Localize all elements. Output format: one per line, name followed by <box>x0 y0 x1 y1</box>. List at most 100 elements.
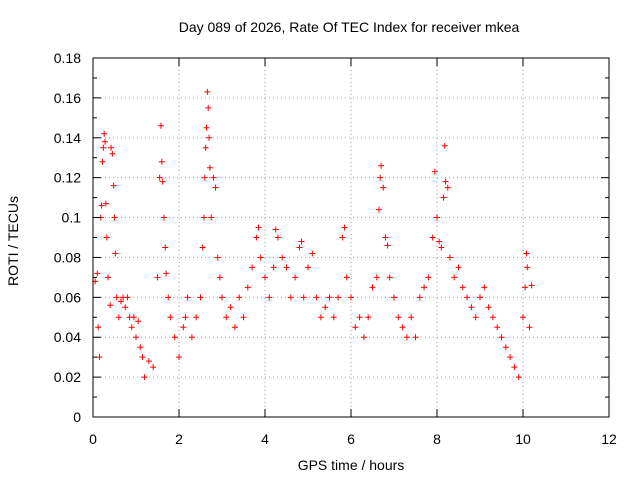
data-point <box>165 294 172 301</box>
data-point <box>128 324 135 331</box>
data-point <box>180 324 187 331</box>
data-point <box>507 354 514 361</box>
chart-title: Day 089 of 2026, Rate Of TEC Index for r… <box>179 19 520 35</box>
data-point <box>249 264 256 271</box>
data-point <box>244 284 251 291</box>
y-tick-label: 0.1 <box>62 210 82 226</box>
data-point <box>459 284 466 291</box>
y-tick-label: 0.18 <box>54 50 81 66</box>
data-point <box>205 104 212 111</box>
data-point <box>438 244 445 251</box>
data-point <box>98 202 105 209</box>
data-point <box>511 364 518 371</box>
data-point <box>395 314 402 321</box>
data-point <box>96 354 103 361</box>
data-point <box>365 314 372 321</box>
data-point <box>208 214 215 221</box>
data-point <box>305 264 311 271</box>
data-point <box>184 294 191 301</box>
data-point <box>159 178 166 185</box>
data-point <box>216 274 223 281</box>
x-tick-label: 6 <box>347 431 355 447</box>
data-point <box>240 314 247 321</box>
data-point <box>335 294 342 301</box>
data-point <box>489 314 496 321</box>
data-point <box>343 274 350 281</box>
data-point <box>193 314 200 321</box>
data-point <box>446 254 453 261</box>
data-point <box>262 274 268 281</box>
y-tick-label: 0.14 <box>54 130 81 146</box>
data-point <box>451 274 458 281</box>
data-point <box>436 238 443 245</box>
x-axis-label: GPS time / hours <box>298 457 405 473</box>
data-point <box>309 250 316 257</box>
data-point <box>441 142 448 149</box>
data-point <box>412 334 419 341</box>
data-point <box>403 334 410 341</box>
data-point <box>502 344 509 351</box>
data-point <box>292 274 299 281</box>
data-point <box>522 284 529 291</box>
data-point <box>124 294 131 301</box>
data-point <box>214 254 221 261</box>
data-point <box>375 206 382 213</box>
data-point <box>171 334 178 341</box>
data-point <box>408 314 415 321</box>
data-point <box>188 334 195 341</box>
data-point <box>431 168 438 175</box>
data-point <box>99 158 106 165</box>
data-point <box>158 158 165 165</box>
x-tick-label: 0 <box>89 431 97 447</box>
data-point <box>162 244 169 251</box>
x-tick-label: 8 <box>433 431 441 447</box>
data-point <box>111 214 118 221</box>
data-point <box>322 304 329 311</box>
data-point <box>206 134 213 141</box>
data-point <box>107 302 114 309</box>
data-point <box>283 264 290 271</box>
data-point <box>352 324 359 331</box>
data-point <box>202 144 209 151</box>
data-point <box>117 298 124 305</box>
data-point <box>102 200 109 207</box>
data-point <box>236 294 243 301</box>
data-point <box>105 274 112 281</box>
data-point <box>279 254 286 261</box>
data-point <box>526 324 533 331</box>
data-point <box>206 164 213 171</box>
data-point <box>455 264 462 271</box>
data-point <box>429 234 436 241</box>
data-point <box>444 184 451 191</box>
data-point <box>520 314 526 321</box>
data-point <box>272 226 279 233</box>
data-point <box>102 138 109 145</box>
data-point <box>485 304 492 311</box>
data-point <box>464 294 471 301</box>
data-point <box>197 294 204 301</box>
data-point <box>382 234 389 241</box>
data-point <box>326 294 333 301</box>
data-point <box>523 250 530 257</box>
y-tick-label: 0.08 <box>54 249 81 265</box>
data-point <box>442 178 449 185</box>
data-point <box>182 314 189 321</box>
y-tick-label: 0.06 <box>54 289 81 305</box>
data-point <box>494 324 501 331</box>
data-point <box>348 294 354 301</box>
data-point <box>157 122 164 129</box>
data-point <box>287 294 294 301</box>
y-axis-label: ROTI / TECUs <box>5 196 21 286</box>
data-point <box>356 314 363 321</box>
tick-labels: 0 0.02 0.04 0.06 0.08 0.1 0.12 0.14 0.16 0.18 0 2 4 6… <box>54 50 617 447</box>
data-point <box>317 314 324 321</box>
data-point <box>274 234 281 241</box>
data-point <box>160 214 167 221</box>
data-point <box>135 318 142 325</box>
data-point <box>528 282 535 289</box>
data-point <box>133 334 139 341</box>
data-point <box>481 284 488 291</box>
data-point <box>200 214 207 221</box>
